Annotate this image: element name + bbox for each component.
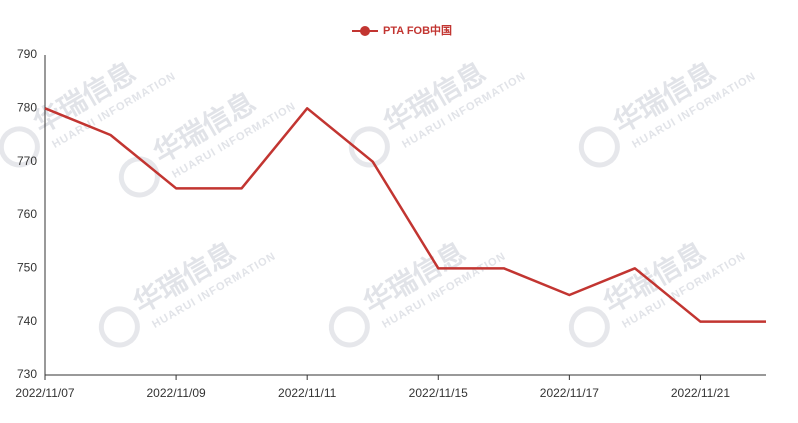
y-tick-label: 750: [17, 261, 37, 275]
watermark-logo: [118, 156, 160, 198]
watermark-logo: [348, 126, 390, 168]
line: [44, 107, 766, 323]
y-tick-label: 730: [17, 367, 37, 381]
y-tick-label: 760: [17, 207, 37, 221]
x-tick-label: 2022/11/09: [147, 386, 206, 400]
x-tick-label: 2022/11/11: [278, 386, 337, 400]
x-tick-label: 2022/11/17: [540, 386, 599, 400]
x-tick-label: 2022/11/21: [671, 386, 730, 400]
x-tick-label: 2022/11/07: [15, 386, 74, 400]
watermark-logo: [98, 306, 140, 348]
watermark-logo: [568, 306, 610, 348]
y-tick-label: 740: [17, 314, 37, 328]
watermark-logo: [578, 126, 620, 168]
y-tick-label: 790: [17, 47, 37, 61]
watermark-logo: [0, 126, 40, 168]
legend-marker: [360, 26, 370, 36]
y-tick-label: 770: [17, 154, 37, 168]
x-tick-label: 2022/11/15: [409, 386, 468, 400]
watermark-logo: [328, 306, 370, 348]
y-tick-label: 780: [17, 101, 37, 115]
legend-label: PTA FOB中国: [383, 23, 452, 37]
